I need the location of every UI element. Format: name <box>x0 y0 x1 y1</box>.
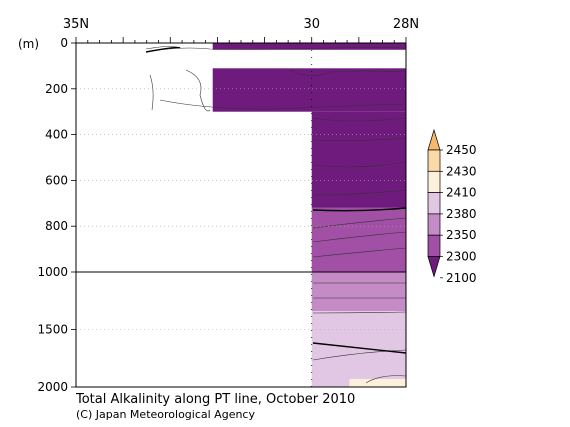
colorbar-segment-1 <box>427 234 441 257</box>
contour-bold-1 <box>312 207 407 212</box>
contour-line-4 <box>149 74 154 111</box>
y-tick-label: 200 <box>45 82 68 96</box>
data-regions <box>212 43 406 387</box>
contour-bold-0 <box>145 46 181 53</box>
y-tick-label: 600 <box>45 173 68 187</box>
contour-line-6 <box>312 117 407 122</box>
colorbar-label: 2430 <box>446 164 477 178</box>
x-tick-label: 30 <box>303 17 320 32</box>
contour-line-15 <box>312 311 407 314</box>
contour-line-0 <box>145 47 407 53</box>
colorbar-segment-5 <box>427 149 441 172</box>
colorbar-top-arrow <box>427 128 441 151</box>
contour-line-17 <box>365 375 407 384</box>
y-tick-label: 0 <box>60 36 68 50</box>
contour-line-3 <box>289 69 407 76</box>
data-region-6 <box>349 378 406 387</box>
contour-line-2 <box>185 69 211 112</box>
y-tick-label: 800 <box>45 219 68 233</box>
colorbar-label: 2380 <box>446 207 477 221</box>
contour-bold-2 <box>312 342 407 354</box>
colorbar-segment-3 <box>427 192 441 215</box>
contour-line-9 <box>312 189 407 196</box>
colorbar-label: 2450 <box>446 143 477 157</box>
x-tick-label: 28N <box>393 17 419 32</box>
y-tick-label: 1500 <box>37 323 68 337</box>
axes: 35N 30 28N 0 200 400 600 800 1000 1500 2000 <box>37 17 419 394</box>
no-data-gap <box>212 49 406 69</box>
contour-line-5 <box>159 99 407 110</box>
colorbar-label: 2410 <box>446 186 477 200</box>
x-tick-label: 35N <box>63 17 89 32</box>
data-region-0 <box>212 43 406 50</box>
data-region-3 <box>311 207 406 272</box>
colorbar-segment-2 <box>427 213 441 236</box>
y-tick-label: 400 <box>45 128 68 142</box>
y-axis-label: (m) <box>18 37 39 51</box>
y-tick-label: 2000 <box>37 380 68 394</box>
data-region-5 <box>311 311 406 387</box>
contour-line-12 <box>312 247 407 258</box>
chart-title: Total Alkalinity along PT line, October … <box>75 392 355 407</box>
colorbar-label: 2100 <box>446 271 477 285</box>
data-region-4 <box>311 272 406 312</box>
contour-line-10 <box>312 217 407 229</box>
contour-lines <box>145 45 407 384</box>
contour-line-8 <box>312 161 407 168</box>
contour-line-11 <box>312 231 407 243</box>
data-region-2 <box>311 111 406 208</box>
colorbar-label: 2300 <box>446 250 477 264</box>
colorbar-label: 2350 <box>446 228 477 242</box>
credit-text: (C) Japan Meteorological Agency <box>76 408 255 421</box>
contour-line-7 <box>312 137 407 141</box>
y-tick-label: 1000 <box>37 265 68 279</box>
colorbar-bottom-arrow <box>427 256 441 278</box>
colorbar-segment-4 <box>427 170 441 193</box>
grid-lines <box>76 43 406 387</box>
contour-line-16 <box>312 349 407 361</box>
colorbar: 2450 2430 2410 2380 2350 2300 2100 <box>427 128 477 285</box>
